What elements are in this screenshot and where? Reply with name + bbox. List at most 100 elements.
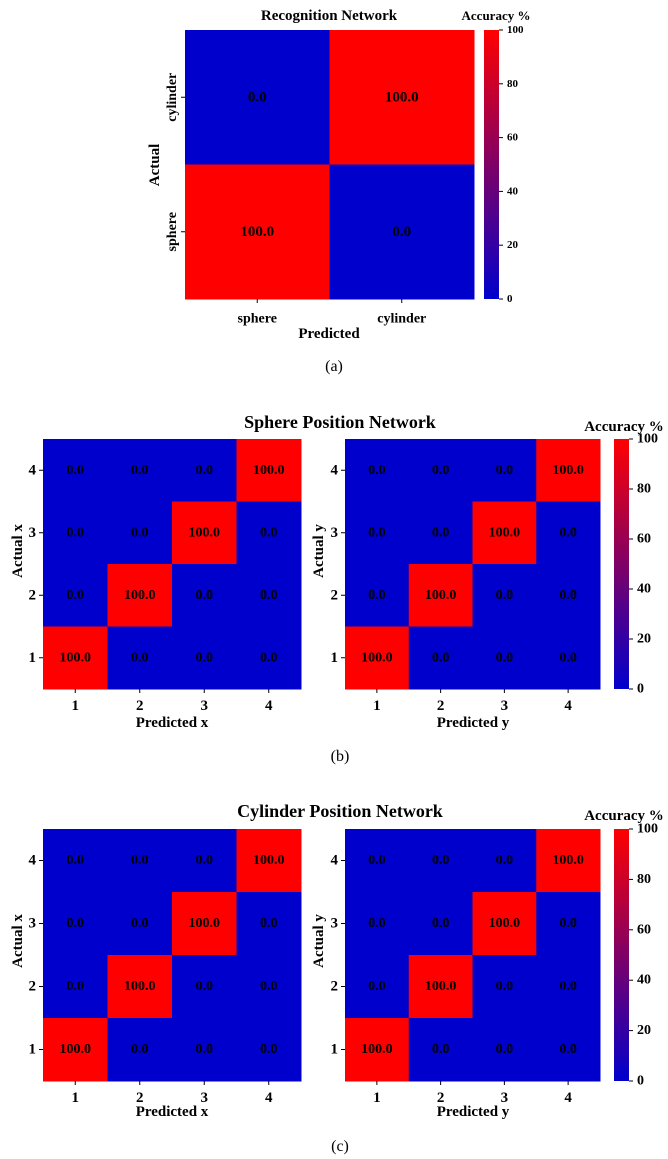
cell-value-label: 0.0 (496, 588, 514, 603)
recognition-xlabel: Predicted (298, 326, 360, 342)
heatmap-cell (236, 564, 302, 627)
x-tick-label: 4 (265, 698, 273, 714)
x-tick-label: 2 (136, 698, 144, 714)
colorbar-tick-label: 20 (507, 239, 519, 251)
panel-label-c: (c) (331, 1138, 349, 1155)
heatmap-cell (345, 501, 410, 565)
cylinder-y-ylabel: Actual y (311, 914, 327, 968)
colorbar (614, 829, 629, 1081)
cell-value-label: 100.0 (124, 979, 156, 994)
heatmap-cell (107, 1018, 173, 1082)
cell-value-label: 0.0 (196, 463, 214, 478)
heatmap-cell (472, 501, 537, 565)
heatmap-cell (236, 892, 302, 956)
cell-value-label: 0.0 (260, 525, 278, 540)
heatmap-cell (172, 564, 237, 627)
cell-value-label: 0.0 (131, 463, 149, 478)
heatmap-cell (345, 439, 410, 502)
y-tick-label: 2 (29, 979, 37, 995)
heatmap-cell (408, 1018, 473, 1082)
cell-value-label: 0.0 (432, 916, 450, 931)
colorbar (614, 439, 629, 689)
heatmap-cell (43, 955, 108, 1019)
x-tick-label: cylinder (377, 312, 426, 327)
cell-value-label: 0.0 (496, 853, 514, 868)
colorbar-tick-label: 80 (507, 78, 519, 90)
sphere-y-xlabel: Predicted y (437, 715, 510, 731)
colorbar-b-title: Accuracy % (584, 419, 664, 435)
x-tick-label: 3 (501, 698, 509, 714)
cell-value-label: 0.0 (260, 1042, 278, 1057)
colorbar-tick-label: 40 (637, 973, 651, 988)
heatmap-cell (345, 955, 410, 1019)
cell-value-label: 100.0 (385, 89, 419, 105)
sphere-y-ylabel: Actual y (311, 524, 327, 578)
heatmap-cell (43, 892, 108, 956)
cell-value-label: 0.0 (496, 1042, 514, 1057)
heatmap-cell (345, 564, 410, 627)
colorbar-tick-label: 60 (507, 132, 519, 144)
panel-label-b: (b) (331, 748, 350, 765)
cell-value-label: 0.0 (496, 650, 514, 665)
cell-value-label: 0.0 (131, 916, 149, 931)
panel-label-a: (a) (325, 358, 343, 375)
y-tick-label: 3 (29, 525, 37, 541)
cell-value-label: 0.0 (67, 853, 85, 868)
heatmap-cell (43, 501, 108, 565)
heatmap-cell (472, 892, 537, 956)
cell-value-label: 0.0 (67, 979, 85, 994)
heatmap-cell (107, 892, 173, 956)
cell-value-label: 100.0 (361, 650, 393, 665)
cell-value-label: 100.0 (253, 853, 285, 868)
y-tick-label: 2 (331, 979, 339, 995)
cell-value-label: 0.0 (196, 1042, 214, 1057)
cell-value-label: 0.0 (248, 89, 267, 105)
heatmap-cell (185, 164, 330, 300)
cell-value-label: 0.0 (67, 463, 85, 478)
x-tick-label: 2 (437, 1090, 445, 1106)
heatmap-cell (472, 955, 537, 1019)
cell-value-label: 0.0 (432, 1042, 450, 1057)
heatmap-cell (43, 829, 108, 893)
heatmap-cell (172, 1018, 237, 1082)
heatmap-cell (408, 626, 473, 690)
heatmap-cell (43, 564, 108, 627)
cell-value-label: 100.0 (489, 525, 521, 540)
y-tick-label: 2 (29, 587, 37, 603)
cell-value-label: 0.0 (432, 525, 450, 540)
cell-value-label: 0.0 (559, 1042, 577, 1057)
cell-value-label: 100.0 (240, 224, 274, 240)
colorbar-tick-label: 60 (637, 532, 651, 547)
heatmap-cell (172, 955, 237, 1019)
heatmap-cell (43, 439, 108, 502)
colorbar-tick-label: 80 (637, 872, 651, 887)
colorbar-tick-label: 0 (637, 1074, 644, 1089)
colorbar (484, 30, 499, 299)
heatmap-cell (345, 892, 410, 956)
cell-value-label: 0.0 (260, 588, 278, 603)
cylinder-y-xlabel: Predicted y (437, 1104, 510, 1120)
colorbar-tick-label: 40 (507, 185, 519, 197)
x-tick-label: 4 (564, 698, 572, 714)
colorbar-tick-label: 100 (507, 24, 524, 36)
cell-value-label: 0.0 (559, 979, 577, 994)
cell-value-label: 0.0 (260, 650, 278, 665)
cell-value-label: 100.0 (124, 588, 156, 603)
heatmap-cell (185, 30, 330, 165)
recognition-ylabel: Actual (147, 144, 163, 187)
colorbar-tick-label: 0 (507, 293, 513, 305)
heatmap-cell (172, 439, 237, 502)
heatmap-cell (408, 892, 473, 956)
heatmap-cell (472, 829, 537, 893)
colorbar-tick-label: 60 (637, 922, 651, 937)
sphere-x-xlabel: Predicted x (136, 715, 209, 731)
x-tick-label: 4 (564, 1090, 572, 1106)
cell-value-label: 0.0 (196, 650, 214, 665)
cell-value-label: 0.0 (559, 916, 577, 931)
cell-value-label: 100.0 (253, 463, 285, 478)
heatmap-cell (345, 626, 410, 690)
heatmap-cell (107, 439, 173, 502)
heatmap-cell (536, 626, 601, 690)
y-tick-label: 1 (29, 650, 37, 666)
